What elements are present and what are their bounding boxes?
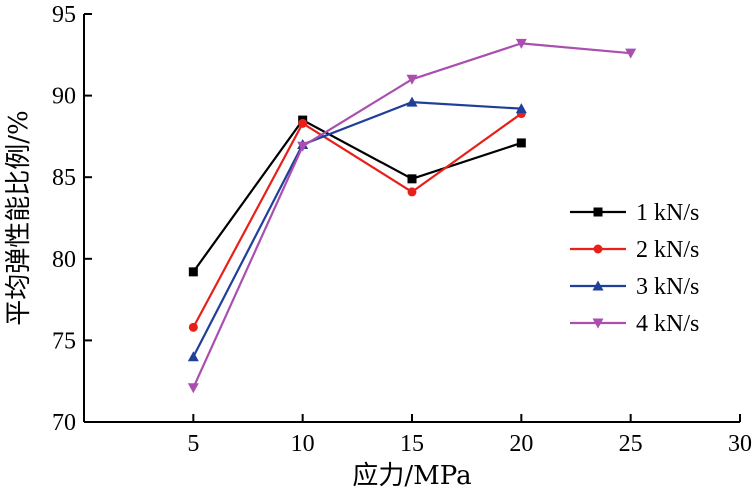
x-tick-label: 20 [509,431,533,457]
legend-marker [592,280,604,291]
series-3-point [406,96,418,107]
legend-label: 1 kN/s [636,200,699,226]
y-tick-label: 95 [52,2,76,28]
legend-marker [593,244,603,254]
x-tick-label: 10 [291,431,315,457]
series-4-point [515,38,527,49]
series-1 [188,115,526,277]
series-layer [187,38,637,394]
axes: 5 10 15 20 25 30 70 75 80 85 90 95 [52,2,752,457]
series-2-point [407,187,417,197]
y-tick-label: 80 [52,247,76,273]
x-tick-label: 25 [619,431,643,457]
series-2-point [298,118,308,128]
series-4-point [625,48,637,59]
series-4-point [406,74,418,85]
series-1-point [516,138,526,148]
series-4-line [192,42,631,389]
series-3 [187,96,527,362]
legend-label: 3 kN/s [636,274,699,300]
legend-label: 2 kN/s [636,237,699,263]
x-tick-label: 5 [187,431,199,457]
legend-label: 4 kN/s [636,311,699,337]
series-1-point [407,174,417,184]
y-tick-label: 75 [52,328,76,354]
series-2 [188,109,526,332]
legend-item: 3 kN/s [570,274,699,300]
series-3-line [192,101,522,358]
series-1-line [192,118,522,273]
legend-marker [592,318,604,329]
series-2-point [188,322,198,332]
y-tick-label: 90 [52,84,76,110]
legend: 1 kN/s 2 kN/s 3 kN/s 4 kN/s [570,200,699,337]
y-tick-label: 85 [52,165,76,191]
x-tick-label: 15 [400,431,424,457]
legend-item: 2 kN/s [570,237,699,263]
y-tick-label: 70 [52,410,76,436]
series-1-point [188,267,198,277]
legend-item: 4 kN/s [570,311,699,337]
legend-item: 1 kN/s [570,200,699,226]
series-4 [187,38,637,394]
x-axis-label: 应力/MPa [352,461,471,491]
series-3-point [515,103,527,114]
y-axis-label: 平均弹性能比例/% [4,110,34,325]
series-4-point [297,141,309,152]
series-2-line [192,112,522,328]
series-3-point [187,351,199,362]
legend-marker [593,207,603,217]
x-tick-label: 30 [728,431,752,457]
series-4-point [187,383,199,394]
